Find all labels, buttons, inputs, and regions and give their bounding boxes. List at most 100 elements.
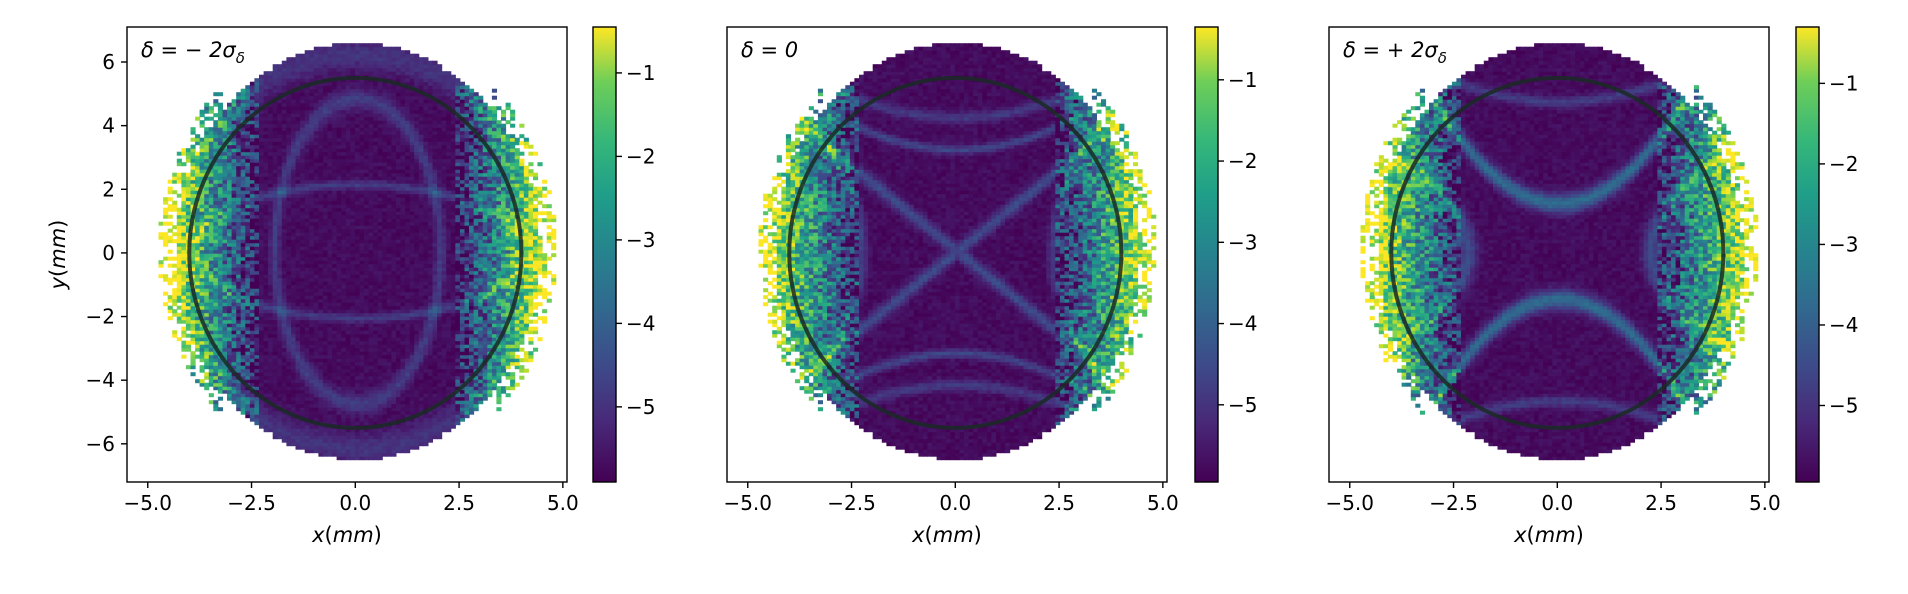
heatmap-cell: [492, 229, 497, 233]
heatmap-cell: [419, 372, 424, 376]
heatmap-cell: [296, 285, 301, 289]
heatmap-cell: [465, 316, 470, 320]
heatmap-cell: [191, 306, 196, 310]
heatmap-cell: [296, 257, 301, 261]
heatmap-cell: [433, 393, 438, 397]
heatmap-cell: [241, 320, 246, 324]
heatmap-cell: [442, 302, 447, 306]
heatmap-cell: [419, 386, 424, 390]
heatmap-cell: [382, 400, 387, 404]
heatmap-cell: [328, 236, 333, 240]
heatmap-cell: [286, 250, 291, 254]
heatmap-cell: [350, 215, 355, 219]
heatmap-cell: [204, 253, 209, 257]
heatmap-cell: [428, 253, 433, 257]
heatmap-cell: [396, 320, 401, 324]
heatmap-cell: [360, 271, 365, 275]
heatmap-cell: [286, 211, 291, 215]
heatmap-cell: [451, 418, 456, 422]
heatmap-cell: [291, 323, 296, 327]
heatmap-cell: [232, 334, 237, 338]
heatmap-cell: [455, 218, 460, 222]
heatmap-cell: [533, 246, 538, 250]
heatmap-cell: [492, 379, 497, 383]
heatmap-cell: [341, 281, 346, 285]
heatmap-cell: [264, 386, 269, 390]
heatmap-cell: [487, 211, 492, 215]
heatmap-cell: [163, 208, 168, 212]
heatmap-cell: [364, 372, 369, 376]
heatmap-cell: [259, 306, 264, 310]
heatmap-cell: [236, 288, 241, 292]
heatmap-cell: [172, 264, 177, 268]
heatmap-cell: [209, 393, 214, 397]
heatmap-cell: [236, 330, 241, 334]
heatmap-cell: [364, 232, 369, 236]
heatmap-cell: [496, 250, 501, 254]
heatmap-cell: [346, 302, 351, 306]
heatmap-cell: [346, 253, 351, 257]
heatmap-cell: [401, 400, 406, 404]
heatmap-cell: [314, 442, 319, 446]
heatmap-cell: [465, 414, 470, 418]
heatmap-cell: [286, 299, 291, 303]
heatmap-cell: [282, 281, 287, 285]
heatmap-cell: [524, 222, 529, 226]
heatmap-cell: [474, 264, 479, 268]
heatmap-cell: [410, 236, 415, 240]
heatmap-cell: [364, 334, 369, 338]
heatmap-cell: [469, 306, 474, 310]
heatmap-cell: [323, 390, 328, 394]
heatmap-cell: [396, 369, 401, 373]
heatmap-cell: [442, 418, 447, 422]
heatmap-cell: [442, 246, 447, 250]
heatmap-cell: [286, 362, 291, 366]
heatmap-cell: [410, 358, 415, 362]
heatmap-cell: [218, 306, 223, 310]
heatmap-cell: [341, 376, 346, 380]
heatmap-cell: [455, 271, 460, 275]
heatmap-cell: [405, 372, 410, 376]
heatmap-cell: [419, 222, 424, 226]
heatmap-cell: [259, 295, 264, 299]
heatmap-cell: [547, 211, 552, 215]
heatmap-cell: [391, 225, 396, 229]
heatmap-cell: [510, 320, 515, 324]
heatmap-cell: [446, 250, 451, 254]
heatmap-cell: [305, 376, 310, 380]
heatmap-cell: [232, 386, 237, 390]
heatmap-cell: [501, 239, 506, 243]
heatmap-cell: [296, 306, 301, 310]
heatmap-cell: [291, 358, 296, 362]
heatmap-cell: [213, 236, 218, 240]
heatmap-cell: [318, 274, 323, 278]
heatmap-cell: [250, 288, 255, 292]
heatmap-cell: [401, 355, 406, 359]
heatmap-cell: [378, 386, 383, 390]
heatmap-cell: [232, 278, 237, 282]
heatmap-cell: [437, 358, 442, 362]
heatmap-cell: [474, 330, 479, 334]
heatmap-cell: [460, 341, 465, 345]
heatmap-cell: [232, 397, 237, 401]
heatmap-cell: [433, 208, 438, 212]
heatmap-cell: [423, 341, 428, 345]
heatmap-cell: [446, 390, 451, 394]
heatmap-cell: [277, 334, 282, 338]
heatmap-cell: [346, 306, 351, 310]
heatmap-cell: [223, 327, 228, 331]
heatmap-cell: [373, 313, 378, 317]
heatmap-cell: [487, 250, 492, 254]
heatmap-cell: [346, 341, 351, 345]
heatmap-cell: [337, 376, 342, 380]
heatmap-cell: [245, 299, 250, 303]
heatmap-cell: [455, 323, 460, 327]
heatmap-cell: [286, 383, 291, 387]
heatmap-cell: [369, 253, 374, 257]
heatmap-cell: [264, 260, 269, 264]
heatmap-cell: [391, 316, 396, 320]
heatmap-cell: [369, 404, 374, 408]
heatmap-cell: [496, 400, 501, 404]
heatmap-cell: [387, 211, 392, 215]
heatmap-cell: [250, 372, 255, 376]
